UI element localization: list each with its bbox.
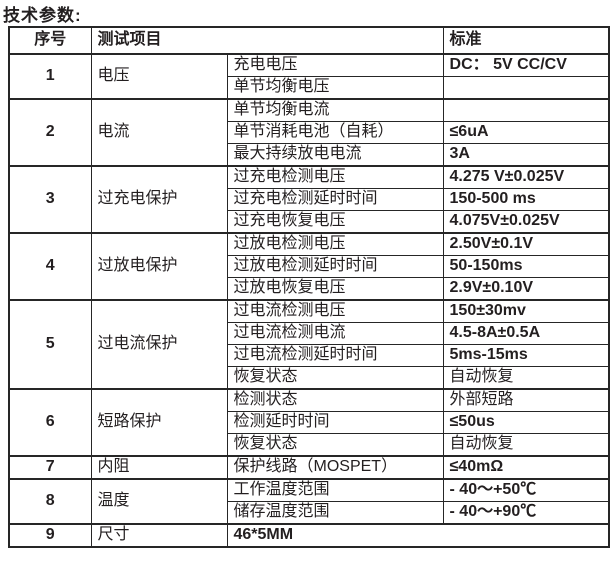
item-cell: 恢复状态 bbox=[226, 366, 444, 390]
item-cell: 检测状态 bbox=[226, 388, 444, 412]
value-cell: 4.075V±0.025V bbox=[442, 210, 610, 234]
item-cell: 单节消耗电池（自耗） bbox=[226, 121, 444, 144]
table-row: 3 过充电保护 过充电检测电压 4.275 V±0.025V bbox=[8, 165, 610, 234]
value-cell: ≤50us bbox=[442, 411, 610, 434]
row-number-cell: 9 bbox=[8, 523, 92, 548]
value-cell: - 40～+50℃ bbox=[442, 478, 610, 502]
item-cell: 过充电恢复电压 bbox=[226, 210, 444, 234]
item-cell: 充电电压 bbox=[226, 53, 444, 77]
category-cell: 短路保护 bbox=[90, 388, 228, 457]
item-cell: 工作温度范围 bbox=[226, 478, 444, 502]
item-cell: 最大持续放电电流 bbox=[226, 143, 444, 167]
table-row: 恢复状态 自动恢复 bbox=[9, 433, 610, 457]
category-cell: 温度 bbox=[90, 478, 228, 525]
table-row: 过电流检测延时时间 5ms-15ms bbox=[9, 344, 610, 367]
value-cell: 5ms-15ms bbox=[442, 344, 610, 367]
value-cell: 自动恢复 bbox=[442, 366, 610, 390]
item-cell: 单节均衡电压 bbox=[226, 76, 444, 100]
table-row: 储存温度范围 - 40～+90℃ bbox=[9, 501, 610, 525]
item-cell: 过放电恢复电压 bbox=[226, 277, 444, 301]
table-row: 过充电检测延时时间 150-500 ms bbox=[9, 188, 610, 211]
table-row: 1 电压 充电电压 DC： 5V CC/CV bbox=[8, 53, 610, 100]
category-cell: 电流 bbox=[90, 98, 228, 167]
spec-table: 序号 测试项目 标准 1 电压 充电电压 DC： 5V CC/CV 单节均衡电压… bbox=[8, 26, 611, 548]
value-cell: 4.5-8A±0.5A bbox=[442, 322, 610, 345]
table-row: 7 内阻 保护线路（MOSPET） ≤40mΩ bbox=[8, 455, 610, 480]
category-cell: 过放电保护 bbox=[90, 232, 228, 301]
header-standard: 标准 bbox=[442, 26, 610, 55]
table-row: 5 过电流保护 过电流检测电压 150±30mv bbox=[8, 299, 610, 390]
table-row: 最大持续放电电流 3A bbox=[9, 143, 610, 167]
table-row: 2 电流 单节均衡电流 bbox=[8, 98, 610, 167]
row-number-cell: 2 bbox=[8, 98, 92, 167]
value-cell: ≤40mΩ bbox=[442, 455, 610, 480]
table-row: 9 尺寸 46*5MM bbox=[8, 523, 610, 548]
value-cell: 150±30mv bbox=[442, 299, 610, 323]
row-number-cell: 7 bbox=[8, 455, 92, 480]
value-cell: 150-500 ms bbox=[442, 188, 610, 211]
item-cell: 过电流检测电压 bbox=[226, 299, 444, 323]
value-cell bbox=[442, 98, 610, 122]
table-row: 过放电检测延时时间 50-150ms bbox=[9, 255, 610, 278]
item-cell: 保护线路（MOSPET） bbox=[226, 455, 444, 480]
table-row: 8 温度 工作温度范围 - 40～+50℃ bbox=[8, 478, 610, 525]
table-row: 过放电恢复电压 2.9V±0.10V bbox=[9, 277, 610, 301]
header-test-item: 测试项目 bbox=[90, 26, 444, 55]
value-cell: 2.50V±0.1V bbox=[442, 232, 610, 256]
value-cell: 自动恢复 bbox=[442, 433, 610, 457]
value-cell: 4.275 V±0.025V bbox=[442, 165, 610, 189]
category-cell: 电压 bbox=[90, 53, 228, 100]
item-cell: 过放电检测电压 bbox=[226, 232, 444, 256]
table-header-row: 序号 测试项目 标准 bbox=[8, 26, 610, 55]
item-cell: 单节均衡电流 bbox=[226, 98, 444, 122]
header-no: 序号 bbox=[8, 26, 92, 55]
row-number-cell: 1 bbox=[8, 53, 92, 100]
item-cell: 恢复状态 bbox=[226, 433, 444, 457]
category-cell: 内阻 bbox=[90, 455, 228, 480]
item-cell: 过放电检测延时时间 bbox=[226, 255, 444, 278]
value-cell: ≤6uA bbox=[442, 121, 610, 144]
item-cell: 检测延时时间 bbox=[226, 411, 444, 434]
table-row: 检测延时时间 ≤50us bbox=[9, 411, 610, 434]
value-cell: 3A bbox=[442, 143, 610, 167]
table-row: 过电流检测电流 4.5-8A±0.5A bbox=[9, 322, 610, 345]
item-cell: 过充电检测电压 bbox=[226, 165, 444, 189]
row-number-cell: 6 bbox=[8, 388, 92, 457]
row-number-cell: 4 bbox=[8, 232, 92, 301]
category-cell: 过充电保护 bbox=[90, 165, 228, 234]
item-cell: 过电流检测电流 bbox=[226, 322, 444, 345]
table-row: 6 短路保护 检测状态 外部短路 bbox=[8, 388, 610, 457]
row-number-cell: 8 bbox=[8, 478, 92, 525]
category-cell: 尺寸 bbox=[90, 523, 228, 548]
value-cell: 外部短路 bbox=[442, 388, 610, 412]
page-title: 技术参数: bbox=[3, 6, 82, 25]
row-number-cell: 5 bbox=[8, 299, 92, 390]
value-cell: 50-150ms bbox=[442, 255, 610, 278]
item-cell: 过电流检测延时时间 bbox=[226, 344, 444, 367]
value-cell: 2.9V±0.10V bbox=[442, 277, 610, 301]
category-cell: 过电流保护 bbox=[90, 299, 228, 390]
row-number-cell: 3 bbox=[8, 165, 92, 234]
table-row: 4 过放电保护 过放电检测电压 2.50V±0.1V bbox=[8, 232, 610, 301]
value-cell bbox=[442, 76, 610, 100]
table-row: 过充电恢复电压 4.075V±0.025V bbox=[9, 210, 610, 234]
item-cell: 过充电检测延时时间 bbox=[226, 188, 444, 211]
value-cell: 46*5MM bbox=[226, 523, 610, 548]
table-row: 单节消耗电池（自耗） ≤6uA bbox=[9, 121, 610, 144]
value-cell: - 40～+90℃ bbox=[442, 501, 610, 525]
value-cell: DC： 5V CC/CV bbox=[442, 53, 610, 77]
item-cell: 储存温度范围 bbox=[226, 501, 444, 525]
